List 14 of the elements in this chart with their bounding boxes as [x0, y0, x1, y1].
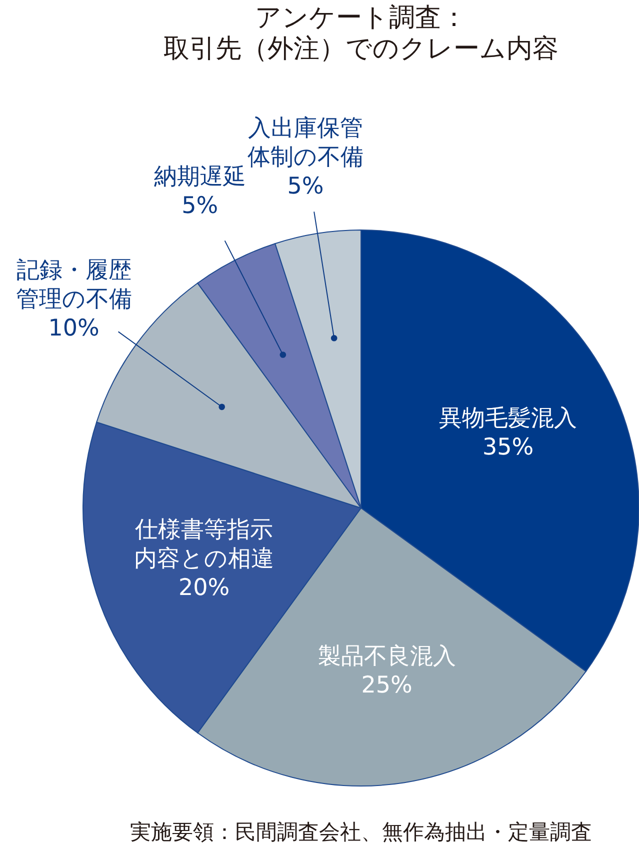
slice-label: 異物毛髪混入	[439, 406, 578, 432]
slice-label: 製品不良混入	[318, 643, 456, 670]
data-label: 5%	[287, 173, 324, 200]
data-label: 35%	[482, 434, 534, 461]
slice-label: 入出庫保管体制の不備	[247, 115, 364, 170]
slice-label: 納期遅延	[154, 164, 246, 190]
data-label: 25%	[361, 672, 412, 698]
slice-label: 仕様書等指示内容との相違	[134, 516, 274, 572]
slice-label: 記録・履歴管理の不備	[16, 257, 132, 312]
data-label: 5%	[182, 193, 218, 220]
data-label: 20%	[178, 574, 230, 601]
data-label: 10%	[48, 315, 100, 342]
text: 実施要領：民間調査会社、無作為抽出・定量調査	[130, 820, 592, 844]
chart-title: アンケート調査：取引先（外注）でのクレーム内容	[164, 3, 558, 64]
